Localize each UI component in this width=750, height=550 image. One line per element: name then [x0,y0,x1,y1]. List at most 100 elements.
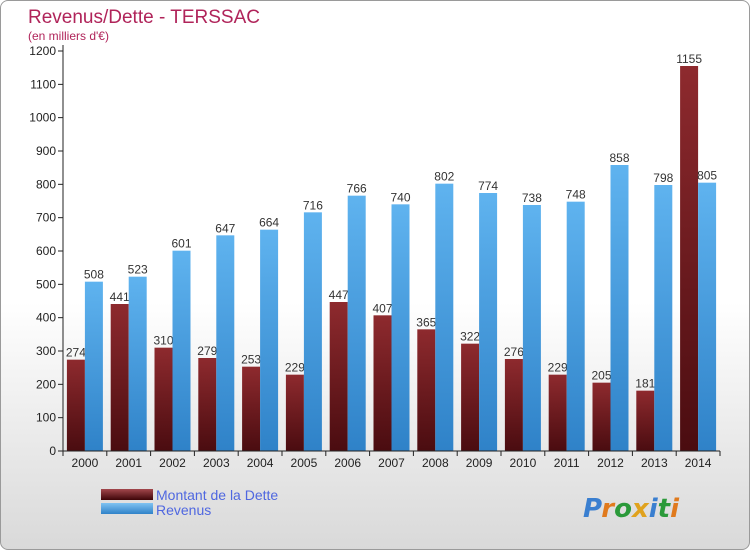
value-label: 279 [197,344,217,358]
value-label: 798 [653,171,673,185]
x-tick-label: 2013 [641,456,668,470]
bar-dette [154,347,173,451]
x-tick-label: 2014 [685,456,712,470]
value-label: 181 [635,377,655,391]
x-tick-label: 2006 [334,456,361,470]
y-tick-label: 200 [36,377,56,391]
bar-dette [329,302,348,451]
x-tick-label: 2000 [72,456,99,470]
y-tick-label: 1000 [29,111,56,125]
value-label: 229 [548,361,568,375]
bar-dette [373,315,392,451]
bar-dette [242,366,261,451]
y-tick-label: 1100 [30,77,56,91]
bar-dette [680,66,699,451]
y-tick-label: 1200 [29,44,56,58]
y-tick-label: 400 [36,311,56,325]
legend-swatch-debt [101,489,153,500]
x-tick-label: 2007 [378,456,405,470]
bar-dette [66,359,85,451]
x-tick-label: 2005 [291,456,318,470]
bar-dette [592,382,611,451]
legend-label-debt: Montant de la Dette [156,487,278,503]
bar-revenus [522,205,541,451]
chart-title: Revenus/Dette - TERSSAC [28,7,260,28]
value-label: 647 [215,221,235,235]
bar-revenus [260,229,279,451]
value-label: 274 [66,346,86,360]
chart-subtitle: (en milliers d'€) [28,29,109,43]
value-label: 601 [171,237,191,251]
bar-revenus [128,276,147,451]
y-tick-label: 100 [36,411,56,425]
bar-dette [548,374,567,451]
bar-revenus [172,250,191,451]
value-label: 774 [478,179,498,193]
value-label: 805 [697,169,717,183]
bar-revenus [391,204,410,451]
value-label: 229 [285,361,305,375]
x-tick-label: 2003 [203,456,230,470]
value-label: 664 [259,216,279,230]
y-tick-label: 900 [36,144,56,158]
x-tick-label: 2008 [422,456,449,470]
bar-revenus [698,182,717,451]
value-label: 322 [460,330,480,344]
y-tick-label: 700 [36,211,56,225]
x-tick-label: 2011 [554,456,580,470]
bar-revenus [84,281,103,451]
value-label: 523 [128,263,148,277]
value-label: 310 [153,334,173,348]
bar-dette [504,359,523,451]
value-label: 738 [522,191,542,205]
x-axis: 2000 2001 2002 2003 2004 2005 2006 2007 2008 2009… [62,450,721,470]
value-label: 802 [434,170,454,184]
x-tick-label: 2004 [247,456,274,470]
value-label: 253 [241,353,261,367]
value-label: 447 [329,288,349,302]
y-tick-label: 500 [36,277,56,291]
value-label: 858 [609,151,629,165]
legend-swatch-revenus [101,503,153,514]
bars: 274 508 441 523 310 601 279 647 253 664 229 716 447 7… [66,52,717,451]
bar-dette [198,358,217,451]
bar-dette [417,329,436,451]
y-axis: 0 100 200 300 400 500 600 700 800 900 1000 1100 1200 [29,44,64,458]
x-tick-label: 2012 [597,456,624,470]
value-label: 766 [347,182,367,196]
value-label: 441 [110,290,130,304]
bar-revenus [435,183,454,451]
bar-revenus [610,165,629,451]
value-label: 740 [390,190,410,204]
x-tick-label: 2009 [466,456,493,470]
bar-dette [461,343,480,451]
value-label: 365 [416,315,436,329]
bar-dette [636,390,655,451]
value-label: 508 [84,268,104,282]
x-tick-label: 2001 [115,456,142,470]
y-tick-label: 800 [36,177,56,191]
value-label: 205 [591,369,611,383]
bar-dette [285,374,304,451]
bar-revenus [654,185,673,451]
y-tick-label: 0 [49,444,56,458]
bar-dette [110,304,129,451]
value-label: 276 [504,345,524,359]
y-tick-label: 600 [36,244,56,258]
proxiti-logo: Proxiti [583,494,680,524]
legend-label-revenus: Revenus [156,502,211,518]
value-label: 716 [303,198,323,212]
y-tick-label: 300 [36,344,56,358]
bar-revenus [566,201,585,451]
bar-revenus [303,212,322,451]
bar-revenus [347,195,366,451]
bar-revenus [479,193,498,451]
svg-text:Proxiti: Proxiti [583,494,680,524]
x-tick-label: 2010 [510,456,537,470]
value-label: 748 [566,188,586,202]
value-label: 407 [372,301,392,315]
x-tick-label: 2002 [159,456,186,470]
legend: Montant de la Dette Revenus [101,487,278,518]
